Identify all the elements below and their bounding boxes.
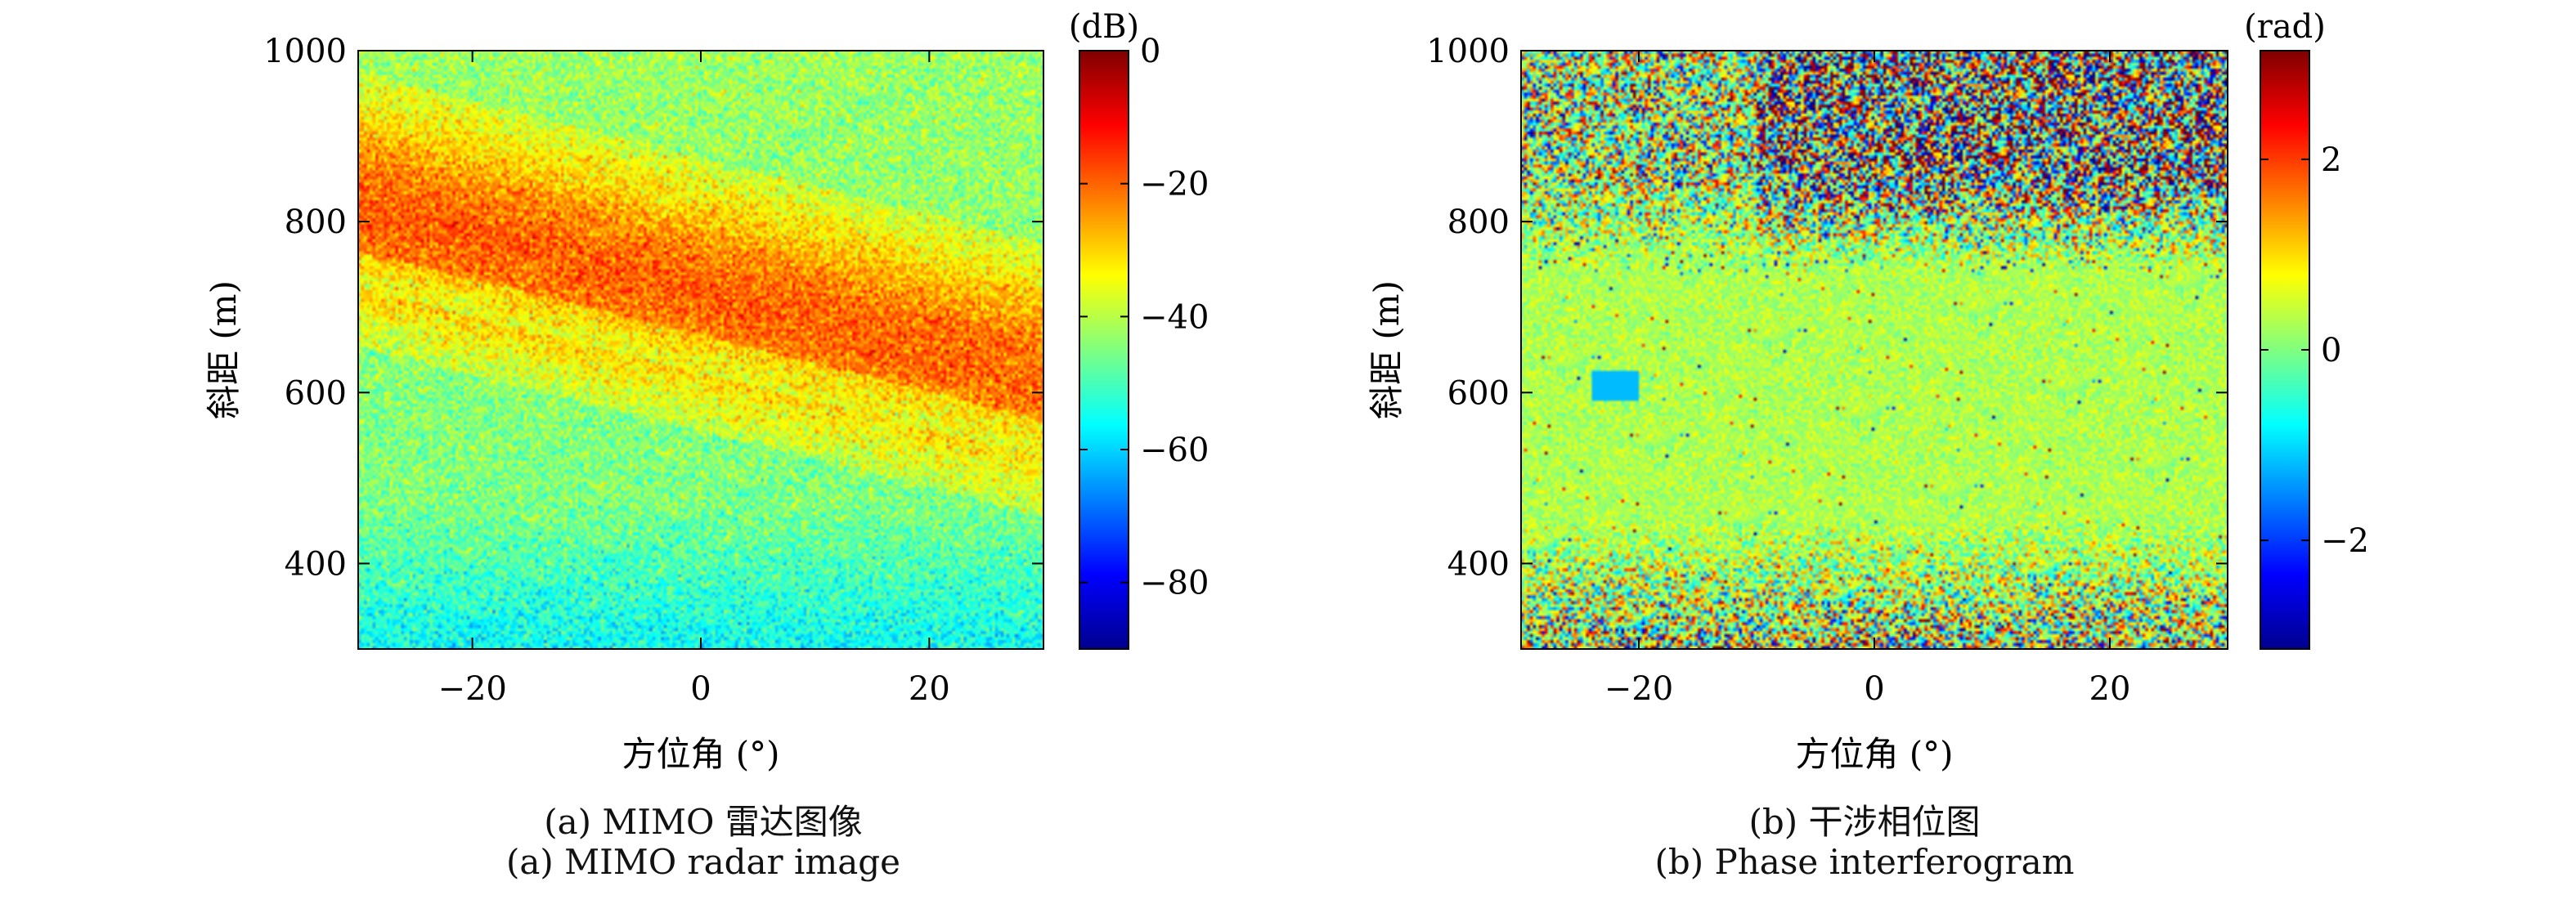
panel-a-xtick-label: 20 <box>909 670 950 708</box>
panel-b-ytick-label: 800 <box>1447 204 1510 241</box>
panel-b-colorbar-tick-label: −2 <box>2321 522 2369 560</box>
panel-a-xtick-label: 0 <box>690 670 711 708</box>
panel-a-colorbar-tick-label: 0 <box>1140 33 1160 70</box>
panel-b-heatmap-image <box>1521 51 2228 649</box>
panel-b-caption-zh: (b) 干涉相位图 <box>1748 802 1981 842</box>
panel-b-xtick-label: 20 <box>2089 670 2131 708</box>
panel-b-ytick-label: 400 <box>1447 545 1510 583</box>
panel-a-colorbar-frame <box>1079 50 1129 650</box>
panel-a-ytick-label: 600 <box>285 374 347 412</box>
panel-a-ytick-label: 400 <box>285 545 347 583</box>
panel-a-colorbar <box>1079 51 1129 649</box>
panel-a-colorbar-tick-label: −80 <box>1140 565 1209 602</box>
panel-a-x-axis-label: 方位角 (°) <box>622 734 779 774</box>
panel-a-caption-zh: (a) MIMO 雷达图像 <box>544 802 863 842</box>
panel-b-ytick-label: 600 <box>1447 374 1510 412</box>
panel-a-colorbar-label: (dB) <box>1069 8 1139 46</box>
panel-a-heatmap-image <box>358 51 1043 649</box>
panel-b-colorbar-tick-label: 2 <box>2321 141 2341 179</box>
panel-a-ytick-label: 1000 <box>263 33 347 70</box>
panel-b-caption-en: (b) Phase interferogram <box>1654 842 2075 882</box>
panel-b-colorbar-label: (rad) <box>2244 8 2326 46</box>
panel-a-colorbar-tick-label: −60 <box>1140 432 1209 469</box>
panel-a-caption-en: (a) MIMO radar image <box>505 842 901 882</box>
panel-b-x-axis-label: 方位角 (°) <box>1795 734 1953 774</box>
panel-b-xtick-label: 0 <box>1864 670 1884 708</box>
panel-b-y-axis-label: 斜距 (m) <box>1367 280 1407 419</box>
panel-b-xtick-label: −20 <box>1604 670 1673 708</box>
panel-a-colorbar-tick-label: −20 <box>1140 166 1209 204</box>
panel-a-colorbar-tick-label: −40 <box>1140 298 1209 336</box>
panel-a-chart: −20 0 20 400 600 800 1000 方位角 (°) 斜距 (m) 0 −20 −40 −… <box>204 8 1209 774</box>
panel-a-y-axis-label: 斜距 (m) <box>204 280 244 419</box>
panel-a-xtick-label: −20 <box>438 670 506 708</box>
panel-b-colorbar-tick-label: 0 <box>2321 332 2341 369</box>
panel-b-ytick-label: 1000 <box>1426 33 1510 70</box>
panel-a-ytick-label: 800 <box>285 204 347 241</box>
